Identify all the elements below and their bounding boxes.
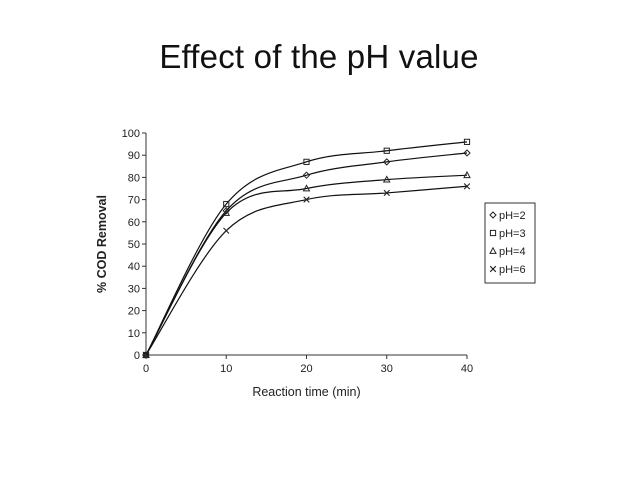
legend-marker-triangle [489, 246, 497, 254]
data-point-triangle [382, 175, 391, 183]
x-tick-label: 30 [381, 363, 393, 375]
data-point-diamond [383, 158, 391, 166]
legend-label: pH=4 [499, 246, 526, 258]
legend: pH=2 pH=3 pH=4 pH=6 [484, 202, 536, 284]
y-tick-label: 70 [128, 195, 140, 207]
y-tick-label: 90 [128, 150, 140, 162]
slide-title: Effect of the pH value [159, 38, 479, 75]
y-tick-label: 60 [128, 217, 140, 229]
y-tick-label: 10 [128, 328, 140, 340]
trend-curve-diamond [145, 152, 468, 356]
legend-marker-square [489, 229, 497, 237]
data-point-triangle [463, 170, 471, 179]
y-axis-ticks: 0 10 20 30 40 50 60 70 80 90 100 [122, 128, 146, 362]
y-tick-label: 0 [134, 350, 140, 362]
data-point-triangle [302, 184, 311, 192]
y-tick-label: 100 [122, 128, 140, 140]
data-point-cross [383, 189, 390, 197]
x-tick-label: 20 [300, 363, 312, 375]
legend-label: pH=3 [499, 228, 526, 240]
data-point-square [463, 138, 471, 145]
x-tick-label: 0 [143, 363, 149, 375]
y-tick-label: 40 [128, 261, 140, 273]
legend-marker-cross [489, 265, 497, 273]
legend-label: pH=6 [499, 264, 526, 276]
trend-curve-cross [145, 185, 468, 356]
data-point-diamond [222, 206, 230, 215]
data-point-square [223, 200, 230, 208]
x-tick-label: 10 [220, 363, 232, 375]
y-axis-title: % COD Removal [95, 195, 109, 293]
x-axis-title: Reaction time (min) [252, 385, 360, 399]
data-point-diamond [302, 171, 311, 179]
x-tick-label: 40 [461, 363, 473, 375]
data-point-square [303, 158, 310, 165]
data-point-triangle [222, 208, 231, 216]
data-point-diamond [463, 149, 471, 157]
y-tick-label: 30 [128, 283, 140, 295]
legend-label: pH=2 [499, 210, 526, 222]
y-tick-label: 50 [128, 239, 140, 251]
trend-curve-triangle [145, 174, 468, 356]
data-markers [142, 138, 471, 359]
trend-curve-square [145, 141, 468, 356]
legend-marker-diamond [489, 211, 497, 219]
trend-curves [145, 141, 468, 356]
data-point-square [383, 147, 390, 154]
x-axis-ticks: 0 10 20 30 40 [143, 355, 473, 375]
plot-frame [145, 133, 467, 356]
data-point-cross [223, 227, 230, 234]
data-point-cross [303, 196, 310, 203]
y-tick-label: 20 [128, 306, 140, 318]
y-tick-label: 80 [128, 172, 140, 184]
data-point-cross [463, 183, 471, 190]
